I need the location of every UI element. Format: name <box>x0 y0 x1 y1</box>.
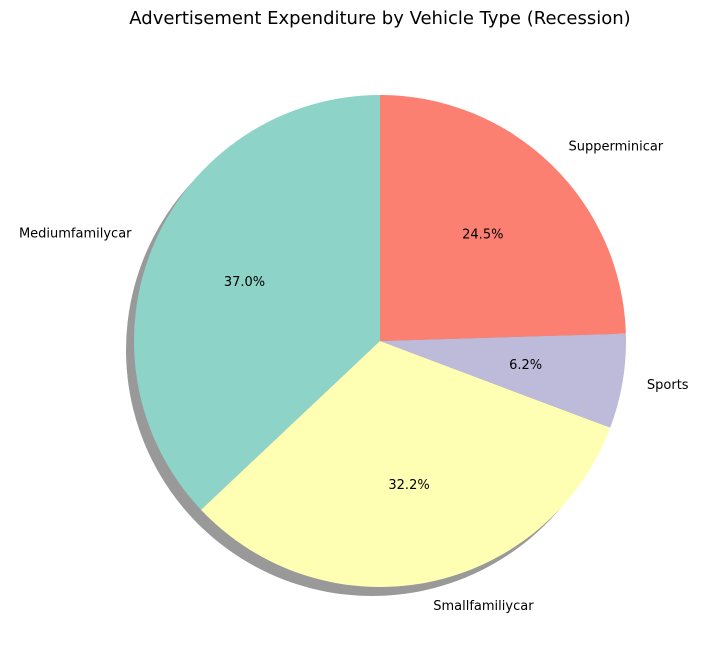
pie-category-label-smallfamiliycar: Smallfamiliycar <box>433 599 534 614</box>
pie-pct-label-supperminicar: 24.5% <box>462 228 503 243</box>
pie-category-label-supperminicar: Supperminicar <box>568 139 663 154</box>
pie-slice-mediumfamilycar <box>134 95 380 510</box>
pie-slice-smallfamiliycar <box>201 341 611 587</box>
pie-category-label-sports: Sports <box>647 378 689 393</box>
pie-pct-label-smallfamiliycar: 32.2% <box>388 478 429 493</box>
pie-pct-label-mediumfamilycar: 37.0% <box>224 275 265 290</box>
pie-pct-label-sports: 6.2% <box>509 358 542 373</box>
pie-category-label-mediumfamilycar: Mediumfamilycar <box>19 226 132 241</box>
pie-labels: 37.0% Mediumfamilycar 32.2% Smallfamiliycar… <box>19 139 689 613</box>
chart-title: Advertisement Expenditure by Vehicle Typ… <box>129 8 630 29</box>
pie-slice-supperminicar <box>380 95 626 341</box>
pie-slices <box>134 95 626 587</box>
pie-slice-sports <box>380 333 626 428</box>
